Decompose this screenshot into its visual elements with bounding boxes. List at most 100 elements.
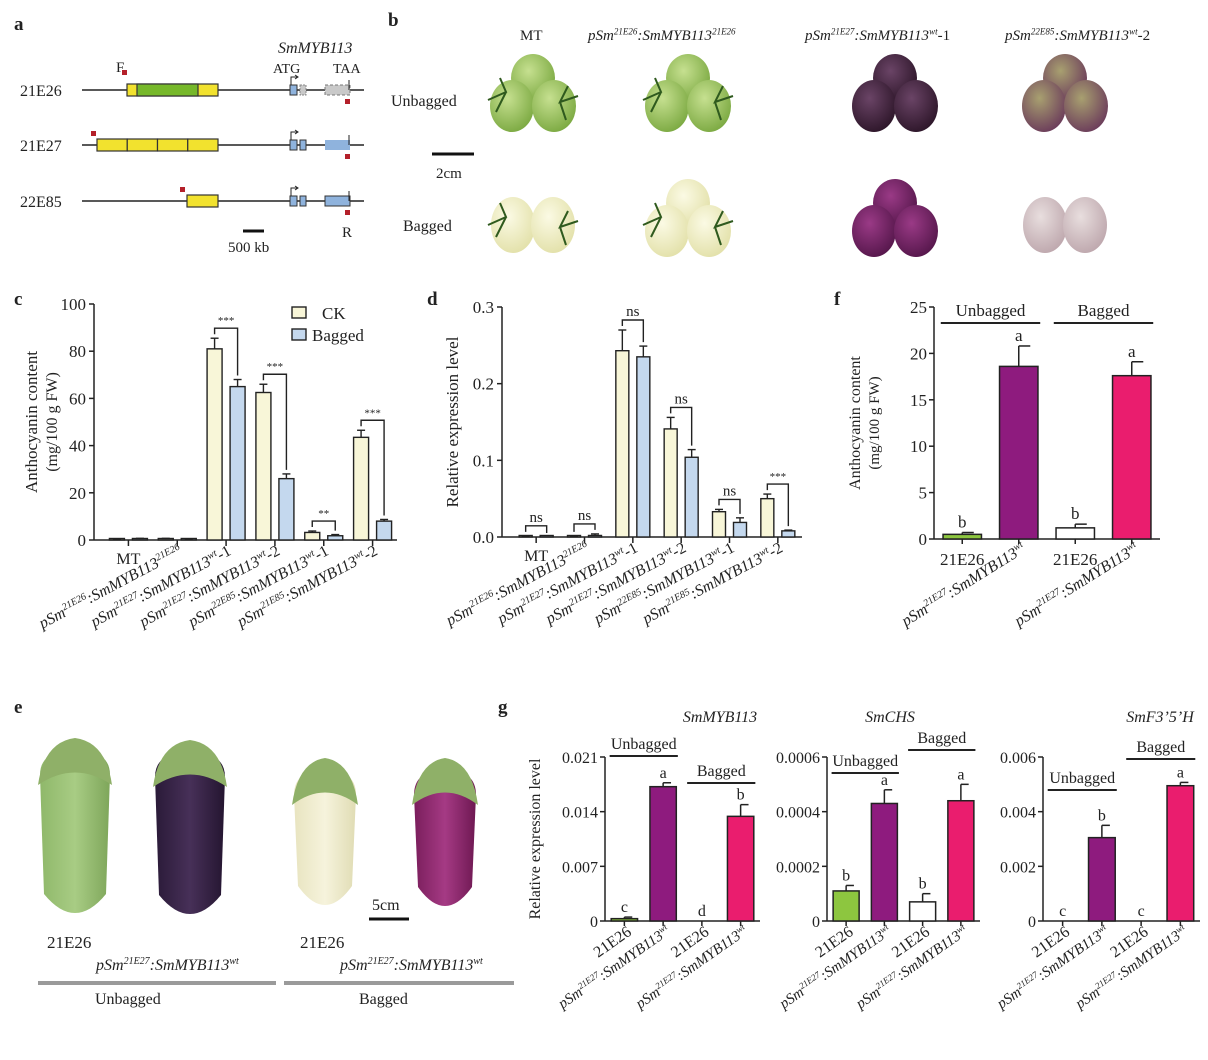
significance-letter: a [1128, 342, 1136, 361]
arrowhead-icon [294, 129, 299, 135]
y-tick-label: 0 [919, 530, 928, 549]
significance-bracket [573, 523, 596, 532]
eggplant-body [155, 752, 225, 914]
bar-bagged [781, 530, 796, 538]
tomato-fruit [894, 80, 938, 132]
y-tick-label: 5 [919, 484, 928, 503]
chart-title: SmF3’5’H [1126, 709, 1195, 726]
y-tick-label: 0 [812, 914, 820, 931]
chart-title: SmCHS [865, 709, 915, 726]
calyx-icon [487, 77, 579, 121]
arrowhead-icon [294, 74, 299, 80]
gene-row-label: 21E26 [20, 83, 62, 100]
y-tick-label: 0.0004 [776, 805, 820, 822]
scale-bar-label: 500 kb [228, 240, 269, 256]
eggplant-body [294, 770, 356, 905]
panel-label-b: b [388, 10, 399, 31]
taa-label: TAA [333, 62, 362, 77]
y-tick-label: 0.0 [473, 528, 494, 547]
significance-letter: a [881, 772, 888, 789]
legend-swatch [291, 306, 307, 319]
significance-letter: c [621, 899, 628, 916]
tomato-cluster [487, 197, 579, 253]
tomato-fruit [1064, 80, 1108, 132]
tomato-fruit [1063, 197, 1107, 253]
gene-name: SmMYB113 [278, 40, 352, 57]
tomato-fruit [1022, 80, 1066, 132]
gene-row-label: 21E27 [20, 138, 62, 155]
x-tick-label: MT [524, 548, 548, 565]
bar-bagged [278, 477, 295, 541]
panel-label-a: a [14, 14, 24, 35]
exon-2 [299, 139, 307, 151]
y-tick-label: 0.004 [1000, 805, 1036, 822]
e-label-construct-unbagged: pSm21E27:SmMYB113wt [95, 956, 239, 974]
arrowhead-icon [294, 185, 299, 191]
tss-arrow-icon [290, 131, 297, 140]
exon-3 [324, 84, 351, 96]
y-axis-label: Relative expression level [443, 336, 462, 507]
legend-label: CK [322, 304, 346, 323]
e-label-construct-bagged: pSm21E27:SmMYB113wt [339, 956, 483, 974]
calyx-icon [292, 758, 358, 805]
panel-label-c: c [14, 289, 22, 310]
bar [998, 365, 1039, 540]
significance-label: ns [626, 304, 640, 320]
chart-d-expression: 0.0 0.1 0.2 0.3 Relative expression level ns M… [443, 298, 802, 630]
repeat-block [126, 138, 159, 152]
y-tick-label: 0.2 [473, 375, 494, 394]
tss-arrow-icon [290, 76, 297, 85]
significance-label: ** [318, 508, 329, 520]
significance-letter: b [842, 867, 850, 884]
y-tick-label: 0.0002 [776, 859, 820, 876]
panel-e-eggplant-photos: 21E26 21E26 pSm21E27:SmMYB113wt pSm21E27… [38, 738, 514, 1008]
calyx-icon [412, 758, 478, 805]
bar [832, 890, 860, 922]
gene-row: 21E27 [20, 129, 364, 159]
eggplant-fruit [38, 738, 112, 913]
significance-bracket [311, 520, 336, 531]
legend-label: Bagged [312, 326, 364, 345]
bar [942, 533, 983, 540]
significance-letter: d [698, 903, 706, 920]
x-tick-label: 21E26 [940, 550, 984, 569]
group-label-bagged: Bagged [917, 730, 966, 747]
column-header: pSm22E85:SmMYB113wt-2 [1004, 26, 1150, 44]
bar [1166, 784, 1195, 922]
tomato-fruit [852, 205, 896, 257]
bar [1087, 836, 1116, 922]
tss-arrow-icon [290, 187, 297, 196]
primer-r-mark [345, 154, 350, 159]
tomato-fruit [645, 205, 689, 257]
significance-label: *** [364, 407, 381, 419]
bar-bagged [229, 385, 246, 541]
chart-c-anthocyanin: 0 20 40 60 80 100 Anthocyanin content (mg/100 g… [22, 295, 397, 633]
group-label-bagged: Bagged [1078, 301, 1130, 320]
bar-bagged [539, 534, 554, 538]
y-axis-label-units: (mg/100 g FW) [44, 372, 61, 472]
exon-1 [289, 195, 298, 207]
scale-bar-label-2cm: 2cm [436, 166, 462, 182]
significance-letter: b [1071, 504, 1080, 523]
bar-ck [760, 497, 775, 538]
y-tick-label: 0 [78, 531, 87, 550]
significance-label: ns [723, 483, 737, 499]
significance-label: *** [267, 361, 284, 373]
tomato-cluster [642, 179, 734, 257]
primer-f-label: F [116, 60, 124, 76]
tomato-cluster [1023, 197, 1107, 253]
group-label-bagged: Bagged [697, 763, 746, 780]
insertion-block [136, 83, 199, 97]
y-axis-label: Anthocyanin content [847, 356, 864, 490]
y-axis-label: Anthocyanin content [22, 351, 41, 493]
e-label-21e26-unbagged: 21E26 [47, 933, 91, 952]
column-header: pSm21E26:SmMYB11321E26 [587, 26, 736, 44]
eggplant-fruit [292, 758, 358, 905]
bar [1055, 527, 1096, 540]
tomato-cluster [852, 179, 938, 257]
y-axis-label: Relative expression level [527, 758, 544, 919]
significance-letter: b [1098, 807, 1106, 824]
panel-label-g: g [498, 697, 508, 718]
chart-g-smmyb113: 0 0.007 0.014 0.021 Relative expression leve… [527, 709, 760, 1013]
tomato-cluster [642, 54, 734, 132]
